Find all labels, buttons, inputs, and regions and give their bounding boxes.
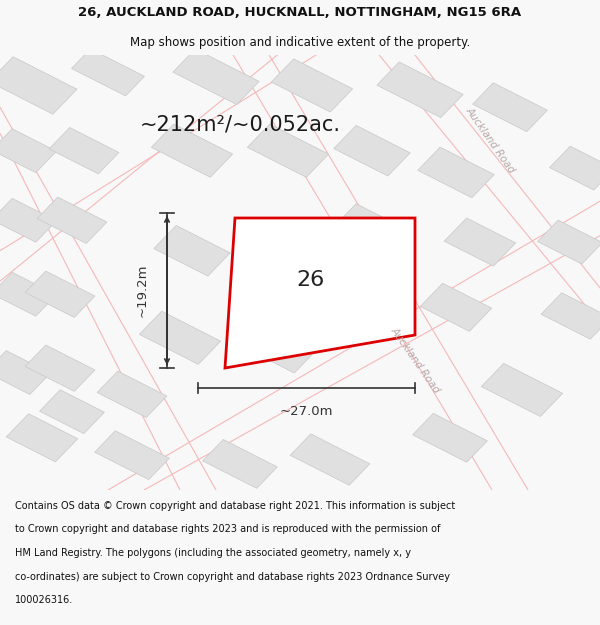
Polygon shape xyxy=(154,226,230,276)
Polygon shape xyxy=(377,62,463,118)
Polygon shape xyxy=(37,197,107,244)
Polygon shape xyxy=(139,311,221,364)
Polygon shape xyxy=(481,363,563,416)
Polygon shape xyxy=(40,390,104,434)
Polygon shape xyxy=(235,320,317,373)
Text: Auckland Road: Auckland Road xyxy=(464,105,517,175)
Polygon shape xyxy=(25,271,95,318)
Text: Contains OS data © Crown copyright and database right 2021. This information is : Contains OS data © Crown copyright and d… xyxy=(15,501,455,511)
Polygon shape xyxy=(247,124,329,177)
Polygon shape xyxy=(95,431,169,479)
Text: ~27.0m: ~27.0m xyxy=(280,406,333,418)
Polygon shape xyxy=(0,351,50,394)
Polygon shape xyxy=(0,57,77,114)
Polygon shape xyxy=(444,218,516,266)
Text: Auckland Road: Auckland Road xyxy=(389,325,442,395)
Text: 26: 26 xyxy=(296,271,325,291)
Polygon shape xyxy=(334,204,410,254)
Polygon shape xyxy=(541,293,600,339)
Polygon shape xyxy=(418,147,494,198)
Polygon shape xyxy=(0,129,56,173)
Text: Map shows position and indicative extent of the property.: Map shows position and indicative extent… xyxy=(130,36,470,49)
Polygon shape xyxy=(25,345,95,391)
Polygon shape xyxy=(49,127,119,174)
Text: ~212m²/~0.052ac.: ~212m²/~0.052ac. xyxy=(139,114,341,134)
Polygon shape xyxy=(290,434,370,485)
Polygon shape xyxy=(420,283,492,331)
Polygon shape xyxy=(334,126,410,176)
Text: ~19.2m: ~19.2m xyxy=(136,264,149,318)
Polygon shape xyxy=(151,124,233,177)
Polygon shape xyxy=(203,439,277,488)
Polygon shape xyxy=(173,49,259,104)
Polygon shape xyxy=(413,413,487,462)
Polygon shape xyxy=(71,49,145,96)
Polygon shape xyxy=(0,272,56,316)
Polygon shape xyxy=(6,414,78,462)
Polygon shape xyxy=(271,59,353,112)
Text: HM Land Registry. The polygons (including the associated geometry, namely x, y: HM Land Registry. The polygons (includin… xyxy=(15,548,411,558)
Polygon shape xyxy=(473,82,547,132)
Text: to Crown copyright and database rights 2023 and is reproduced with the permissio: to Crown copyright and database rights 2… xyxy=(15,524,440,534)
Polygon shape xyxy=(225,218,415,368)
Polygon shape xyxy=(550,146,600,190)
Polygon shape xyxy=(538,220,600,264)
Text: 100026316.: 100026316. xyxy=(15,595,73,605)
Polygon shape xyxy=(250,226,326,276)
Polygon shape xyxy=(334,291,410,341)
Polygon shape xyxy=(97,371,167,418)
Text: co-ordinates) are subject to Crown copyright and database rights 2023 Ordnance S: co-ordinates) are subject to Crown copyr… xyxy=(15,572,450,582)
Text: 26, AUCKLAND ROAD, HUCKNALL, NOTTINGHAM, NG15 6RA: 26, AUCKLAND ROAD, HUCKNALL, NOTTINGHAM,… xyxy=(79,6,521,19)
Polygon shape xyxy=(0,198,56,242)
